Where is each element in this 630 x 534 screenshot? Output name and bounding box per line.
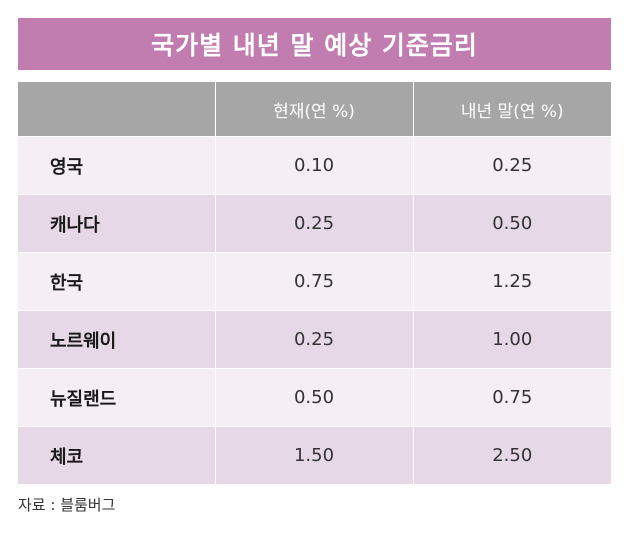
current-rate-cell: 1.50 — [215, 426, 414, 484]
header-country — [18, 82, 216, 137]
next-year-rate-cell: 1.25 — [413, 252, 611, 311]
next-year-rate-cell: 0.50 — [413, 194, 611, 253]
header-next-year-end: 내년 말(연 %) — [413, 82, 611, 137]
table-row: 캐나다 0.25 0.50 — [18, 194, 611, 253]
country-cell: 뉴질랜드 — [18, 368, 216, 427]
next-year-rate-cell: 0.25 — [413, 136, 611, 195]
country-cell: 캐나다 — [18, 194, 216, 253]
country-cell: 영국 — [18, 136, 216, 195]
table-row: 노르웨이 0.25 1.00 — [18, 310, 611, 369]
country-cell: 한국 — [18, 252, 216, 311]
current-rate-cell: 0.50 — [215, 368, 414, 427]
next-year-rate-cell: 1.00 — [413, 310, 611, 369]
header-current: 현재(연 %) — [215, 82, 414, 137]
title-bar: 국가별 내년 말 예상 기준금리 — [18, 18, 611, 70]
table-header-row: 현재(연 %) 내년 말(연 %) — [18, 82, 611, 137]
table-row: 한국 0.75 1.25 — [18, 252, 611, 311]
table-row: 영국 0.10 0.25 — [18, 136, 611, 195]
current-rate-cell: 0.75 — [215, 252, 414, 311]
rates-table: 현재(연 %) 내년 말(연 %) 영국 0.10 0.25 캐나다 0.25 … — [18, 82, 611, 484]
table-row: 체코 1.50 2.50 — [18, 426, 611, 484]
table-row: 뉴질랜드 0.50 0.75 — [18, 368, 611, 427]
next-year-rate-cell: 0.75 — [413, 368, 611, 427]
current-rate-cell: 0.25 — [215, 310, 414, 369]
current-rate-cell: 0.25 — [215, 194, 414, 253]
page-title: 국가별 내년 말 예상 기준금리 — [151, 31, 478, 60]
country-cell: 체코 — [18, 426, 216, 484]
next-year-rate-cell: 2.50 — [413, 426, 611, 484]
source-note: 자료 : 블룸버그 — [18, 496, 116, 514]
current-rate-cell: 0.10 — [215, 136, 414, 195]
country-cell: 노르웨이 — [18, 310, 216, 369]
